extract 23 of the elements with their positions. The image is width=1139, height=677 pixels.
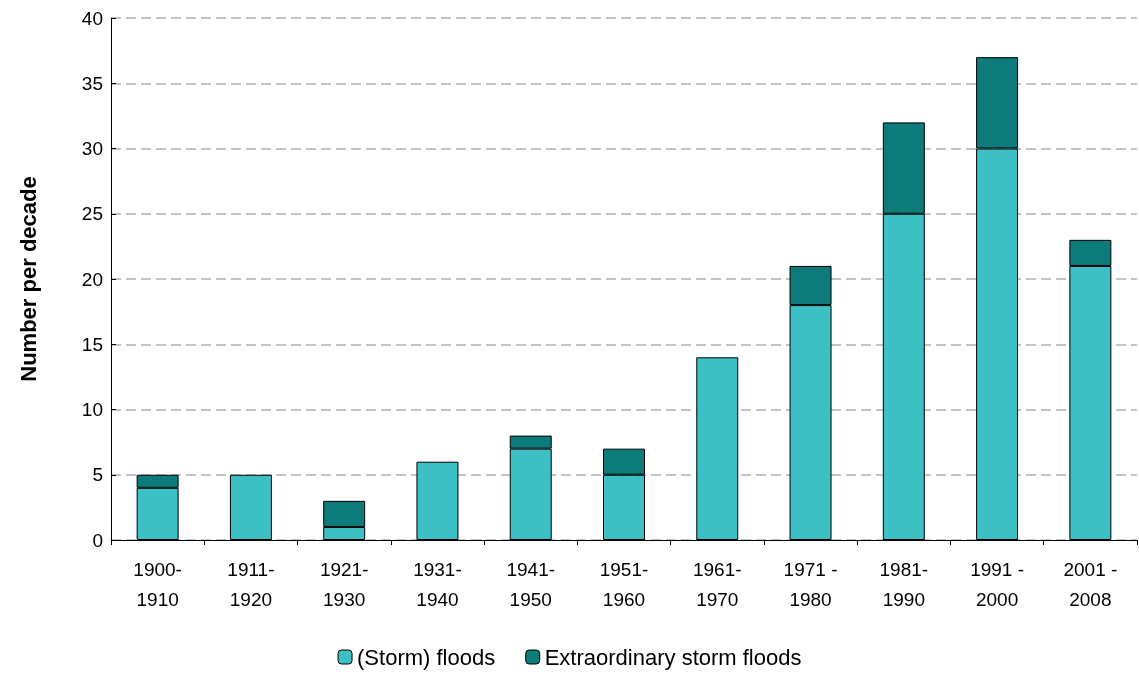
- x-tick-label: 1900- 1910: [133, 558, 182, 610]
- y-tick-label: 5: [92, 464, 103, 486]
- legend-label: Extraordinary storm floods: [544, 644, 802, 670]
- x-tick-label: 1981- 1990: [879, 558, 929, 610]
- x-tick-label: 1941- 1950: [506, 558, 556, 610]
- y-tick-label: 20: [81, 268, 103, 290]
- x-tick-label: 2001 - 2008: [1063, 558, 1118, 610]
- y-tick-label: 10: [81, 399, 103, 420]
- x-tick-label: 1951- 1960: [599, 558, 649, 610]
- y-tick-label: 35: [81, 72, 103, 94]
- x-tick-label: 1921- 1930: [319, 558, 369, 610]
- y-tick-label: 0: [92, 529, 103, 551]
- y-tick-label: 30: [81, 138, 103, 159]
- x-tick-label: 1961- 1970: [692, 558, 742, 610]
- y-tick-label: 40: [81, 7, 103, 29]
- x-tick-label: 1991 - 2000: [970, 558, 1025, 610]
- y-tick-label: 15: [81, 333, 103, 355]
- x-tick-label: 1931- 1940: [413, 558, 462, 610]
- legend-label: (Storm) floods: [357, 644, 496, 670]
- y-tick-label: 25: [81, 203, 103, 225]
- y-axis-title: Number per decade: [15, 176, 41, 382]
- x-tick-label: 1971 - 1980: [783, 558, 838, 610]
- x-tick-label: 1911- 1920: [227, 558, 275, 610]
